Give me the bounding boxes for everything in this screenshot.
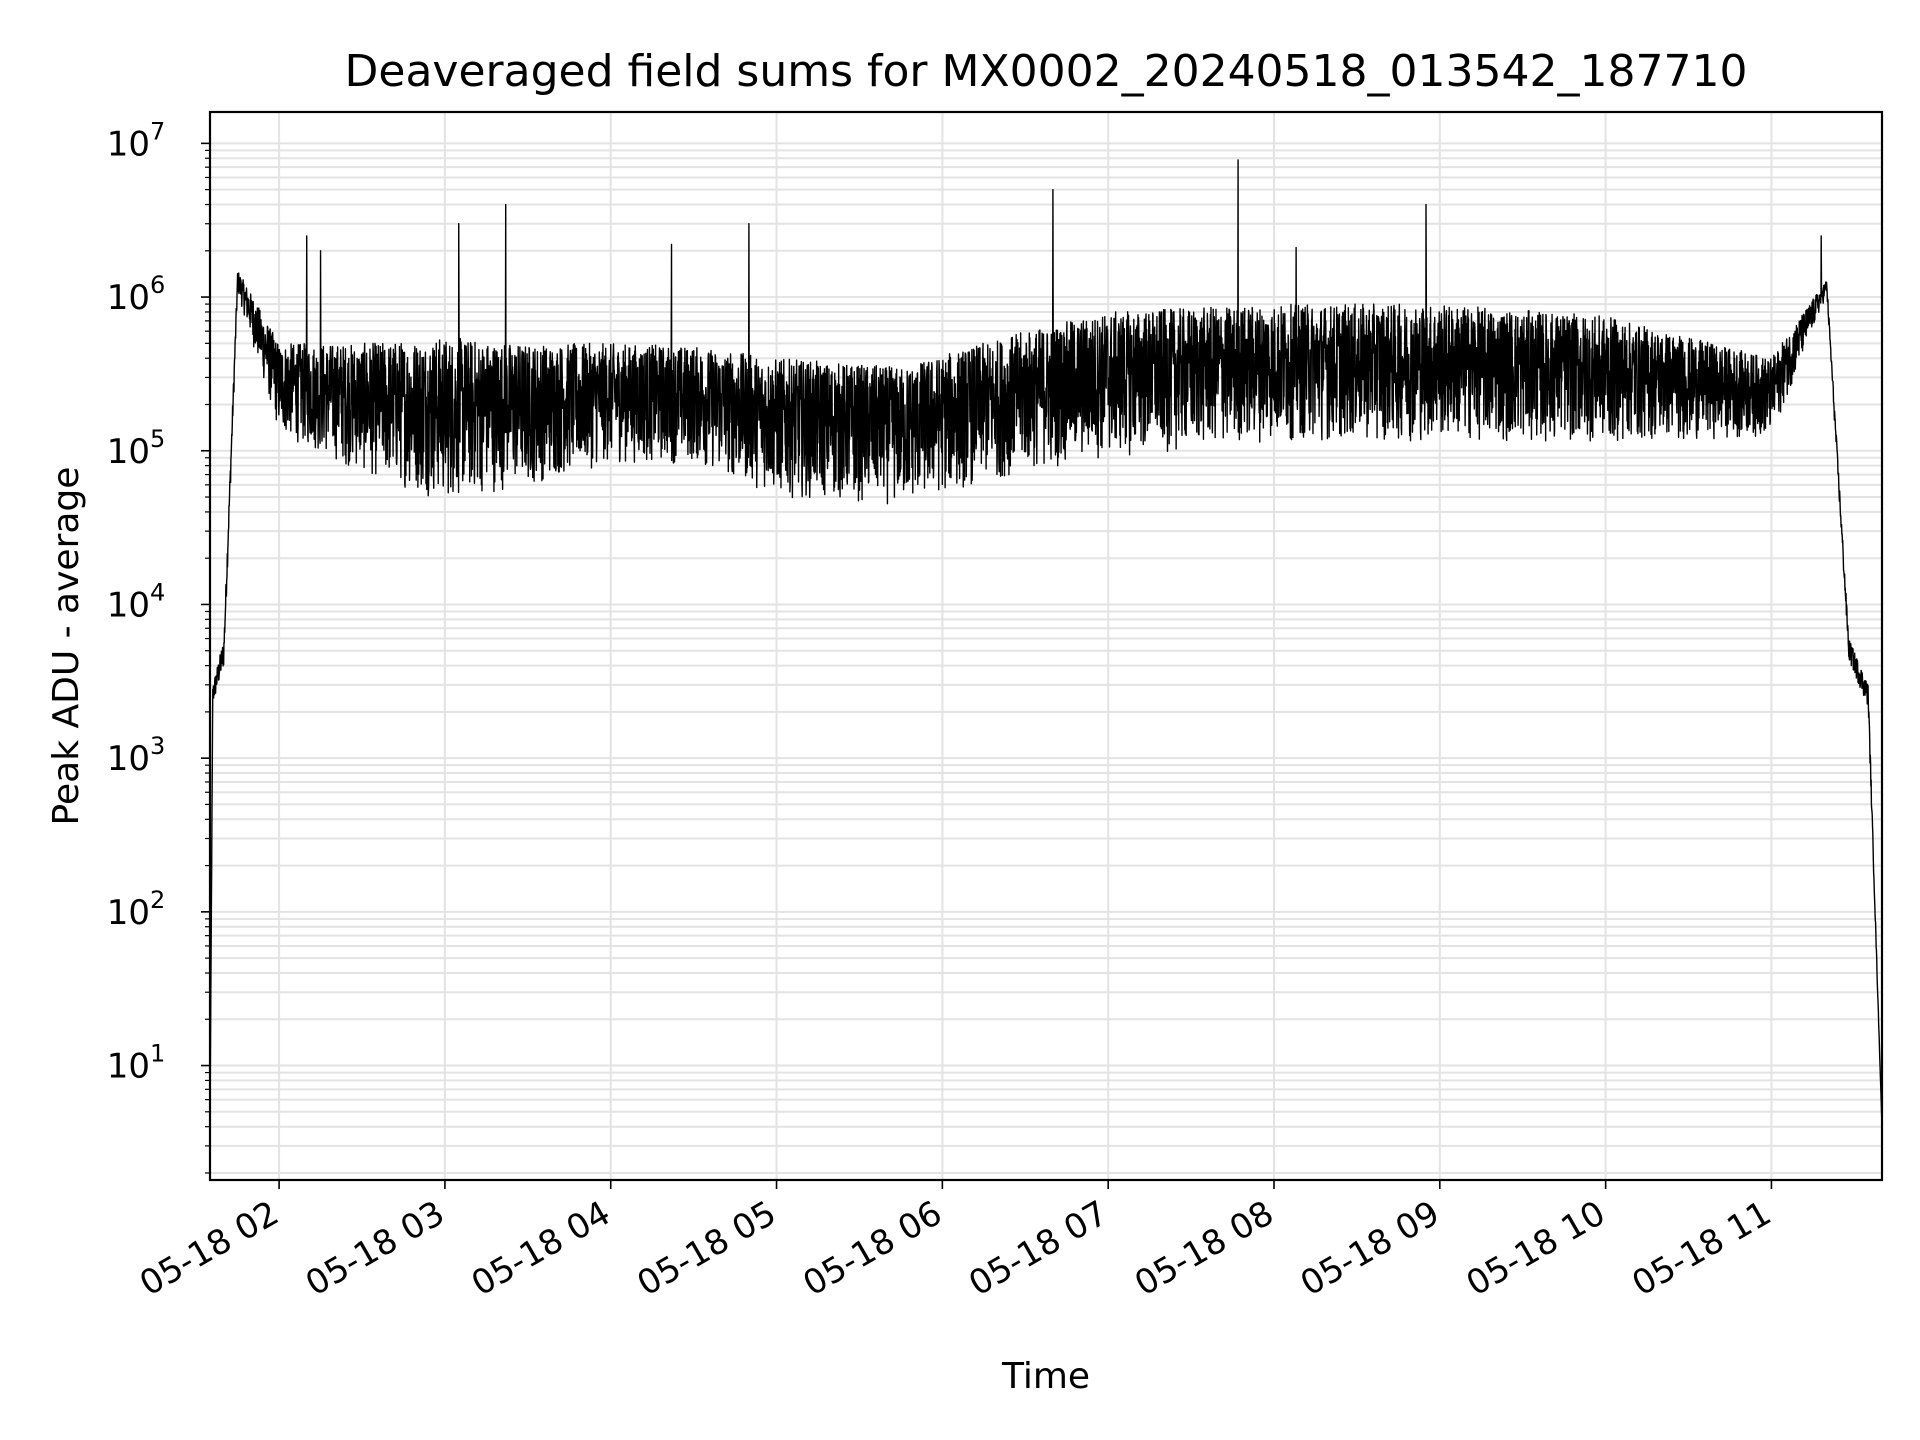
y-tick-label-exponent: 5 (150, 425, 165, 453)
y-tick-label-base: 10 (107, 124, 150, 164)
series-line (209, 159, 1883, 1127)
y-tick-label: 104 (107, 578, 166, 625)
y-tick-label-base: 10 (107, 432, 150, 472)
y-tick-label-base: 10 (107, 1047, 150, 1087)
grid-layer (210, 112, 1882, 1180)
x-tick-label: 05-18 02 (133, 1193, 285, 1304)
y-tick-label-exponent: 3 (150, 732, 165, 760)
y-tick-label: 107 (107, 117, 166, 164)
x-axis-label: Time (1001, 1356, 1090, 1397)
y-tick-label-base: 10 (107, 278, 150, 318)
y-tick-label: 103 (107, 732, 166, 779)
y-tick-label: 102 (107, 886, 166, 933)
plot-frame (208, 110, 1884, 1182)
x-tick-label: 05-18 08 (1128, 1193, 1280, 1304)
y-tick-label: 106 (107, 271, 166, 318)
x-tick-label: 05-18 06 (796, 1193, 948, 1304)
x-tick-label: 05-18 10 (1460, 1193, 1612, 1304)
y-tick-label: 101 (107, 1040, 166, 1087)
y-tick-label-exponent: 7 (150, 117, 165, 145)
y-tick-label-exponent: 6 (150, 271, 165, 299)
x-tick-label: 05-18 07 (962, 1193, 1114, 1304)
x-tick-label: 05-18 03 (299, 1193, 451, 1304)
y-tick-label-base: 10 (107, 585, 150, 625)
x-tick-label: 05-18 09 (1294, 1193, 1446, 1304)
y-tick-label-exponent: 4 (150, 578, 165, 606)
y-axis-label: Peak ADU - average (46, 467, 87, 826)
x-axis: 05-18 02 05-18 03 05-18 04 05-18 05 05-18 06… (133, 1180, 1778, 1304)
chart-title: Deaveraged field sums for MX0002_2024051… (345, 46, 1748, 97)
y-tick-label-exponent: 2 (150, 886, 165, 914)
x-tick-label: 05-18 04 (465, 1193, 617, 1304)
series-layer (209, 159, 1883, 1127)
y-tick-label-base: 10 (107, 893, 150, 933)
y-tick-label-base: 10 (107, 739, 150, 779)
y-tick-label: 105 (107, 425, 166, 472)
y-tick-label-exponent: 1 (150, 1040, 165, 1068)
x-tick-label: 05-18 05 (631, 1193, 783, 1304)
x-tick-label: 05-18 11 (1626, 1193, 1778, 1304)
